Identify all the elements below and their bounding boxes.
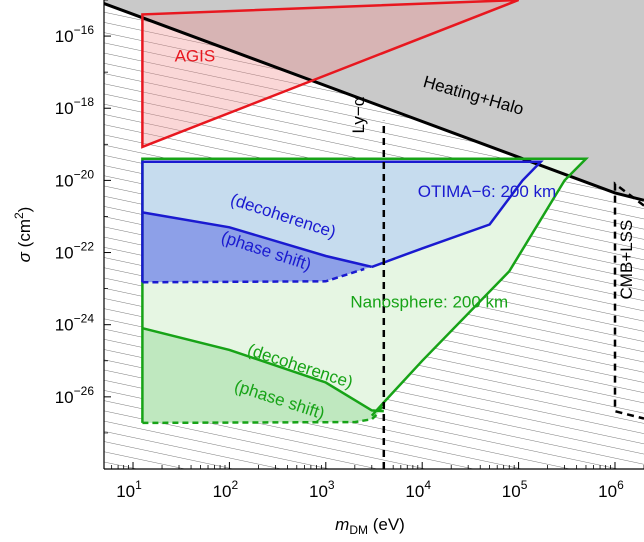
y-tick-label-0: 10−16: [55, 23, 95, 46]
nanosphere-phase-shift-fill: [142, 328, 384, 423]
y-tick-label-5: 10−26: [55, 384, 95, 407]
x-tick-label-3: 104: [405, 478, 431, 501]
otima-phase-shift-lower: [142, 267, 365, 284]
annotation-7: Nanosphere: 200 km: [350, 292, 508, 311]
x-tick-label-2: 103: [309, 478, 335, 501]
cmb-lss-line: [613, 181, 644, 420]
heating-halo-region: [104, 0, 644, 201]
x-axis-label: mDM (eV): [335, 515, 405, 537]
y-tick-label-4: 10−24: [55, 312, 95, 335]
x-tick-label-1: 102: [213, 478, 239, 501]
agis-outline: [141, 0, 520, 149]
axes: 101 102 103 104 105 106 10−16 10−18 10−20 10−22 10…: [12, 0, 644, 537]
y-tick-label-2: 10−20: [55, 167, 95, 190]
nanosphere-outline: [141, 157, 589, 423]
otima-phase-shift-upper: [142, 211, 373, 269]
otima-phase-shift-fill: [142, 212, 372, 283]
nanosphere-phase-shift-lower: [142, 401, 385, 425]
y-axis-label: σ (cm2): [12, 207, 34, 263]
nanosphere-phase-shift-upper: [142, 326, 384, 413]
y-tick-label-1: 10−18: [55, 95, 95, 118]
otima-outline: [141, 160, 544, 283]
x-tick-label-4: 105: [502, 478, 528, 501]
x-tick-label-0: 101: [116, 478, 142, 501]
annotation-4: OTIMA−6: 200 km: [418, 182, 556, 201]
plot-area: [104, 0, 644, 469]
y-tick-label-3: 10−22: [55, 240, 95, 263]
annotation-2: Ly−α: [349, 96, 368, 133]
annotation-0: AGIS: [175, 46, 216, 65]
x-tick-label-5: 106: [598, 478, 624, 501]
annotation-3: CMB+LSS: [617, 220, 636, 300]
